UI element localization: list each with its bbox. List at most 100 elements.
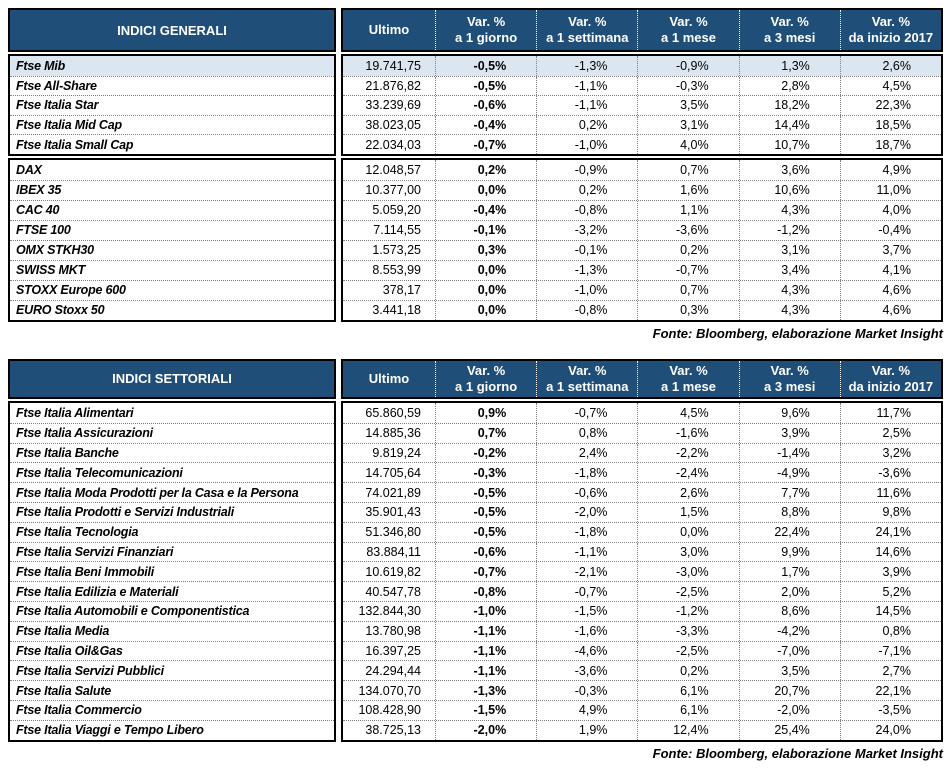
var-percent-cell: 18,7% xyxy=(839,135,941,154)
ultimo-value-cell: 38.023,05 xyxy=(365,118,421,133)
var-percent-cell: 10,7% xyxy=(738,135,840,154)
var-percent-cell: 2,5% xyxy=(839,423,941,443)
var-percent-cell: 24,0% xyxy=(839,720,941,740)
var-percent-cell: 11,6% xyxy=(839,483,941,502)
var-percent-cell: 9,8% xyxy=(839,502,941,522)
index-name-cell: Ftse Italia Edilizia e Materiali xyxy=(10,581,334,601)
var-percent-cell: 10,6% xyxy=(738,180,840,200)
index-name-cell: Ftse Italia Telecomunicazioni xyxy=(10,462,334,482)
table-row: 13.780,98 -1,1% -1,6% -3,3% -4,2% 0,8% xyxy=(343,620,941,641)
var-percent-cell: 4,5% xyxy=(637,402,738,423)
index-name-cell: Ftse Italia Oil&Gas xyxy=(10,640,334,661)
index-name-cell: SWISS MKT xyxy=(10,259,334,280)
header-line-2: a 1 giorno xyxy=(455,30,518,45)
ultimo-value-cell: 65.860,59 xyxy=(365,405,421,420)
column-header-var: Var. % a 3 mesi xyxy=(738,360,840,397)
var-percent-cell: -4,2% xyxy=(738,621,840,641)
var-percent-cell: -2,1% xyxy=(536,562,637,582)
index-names-column: DAX IBEX 35 CAC 40 FTSE 100 OMX STKH30 SWISS … xyxy=(8,157,336,322)
column-header-var: Var. % a 1 settimana xyxy=(536,360,637,397)
var-percent-cell: 3,2% xyxy=(839,443,941,463)
var-percent-cell: -1,0% xyxy=(435,601,536,621)
table-block: DAX IBEX 35 CAC 40 FTSE 100 OMX STKH30 SWISS … xyxy=(8,157,943,322)
table-column-headers: Ultimo Var. % a 1 giorno Var. % a 1 settima… xyxy=(341,358,943,399)
table-row: 65.860,59 0,9% -0,7% 4,5% 9,6% 11,7% xyxy=(343,402,941,423)
var-percent-cell: 0,9% xyxy=(435,402,536,423)
index-name-cell: CAC 40 xyxy=(10,199,334,220)
var-percent-cell: -1,5% xyxy=(536,601,637,621)
var-percent-cell: -0,4% xyxy=(839,220,941,240)
column-header-ultimo: Ultimo xyxy=(368,370,410,386)
var-percent-cell: -3,3% xyxy=(637,621,738,641)
var-percent-cell: 3,5% xyxy=(738,661,840,681)
table-row: 83.884,11 -0,6% -1,1% 3,0% 9,9% 14,6% xyxy=(343,541,941,562)
ultimo-value-cell: 10.377,00 xyxy=(365,183,421,198)
var-percent-cell: 14,4% xyxy=(738,115,840,135)
var-percent-cell: 14,6% xyxy=(839,542,941,562)
header-line-1: Var. % xyxy=(669,14,708,29)
ultimo-value-cell: 8.553,99 xyxy=(372,263,421,278)
var-percent-cell: 0,3% xyxy=(637,300,738,320)
var-percent-cell: 8,8% xyxy=(738,502,840,522)
column-header-var: Var. % a 1 settimana xyxy=(536,10,637,50)
table-block: Ftse Italia Alimentari Ftse Italia Assicu… xyxy=(8,400,943,742)
var-percent-cell: -0,1% xyxy=(536,240,637,260)
var-percent-cell: -0,5% xyxy=(435,502,536,522)
var-percent-cell: -4,6% xyxy=(536,641,637,661)
var-percent-cell: 11,7% xyxy=(839,402,941,423)
header-line-2: a 3 mesi xyxy=(764,378,816,394)
var-percent-cell: -1,8% xyxy=(536,522,637,542)
var-percent-cell: -1,2% xyxy=(738,220,840,240)
var-percent-cell: -7,1% xyxy=(839,641,941,661)
header-line-2: a 1 mese xyxy=(661,378,716,394)
index-name-cell: Ftse Italia Prodotti e Servizi Industria… xyxy=(10,501,334,522)
table-row: 51.346,80 -0,5% -1,8% 0,0% 22,4% 24,1% xyxy=(343,521,941,542)
header-line-1: Var. % xyxy=(770,14,809,29)
header-line-2: da inizio 2017 xyxy=(848,378,934,394)
var-percent-cell: 0,3% xyxy=(435,240,536,260)
var-percent-cell: 0,0% xyxy=(435,280,536,300)
index-name-cell: OMX STKH30 xyxy=(10,239,334,260)
var-percent-cell: 4,3% xyxy=(738,200,840,220)
var-percent-cell: 4,5% xyxy=(839,76,941,96)
var-percent-cell: -0,9% xyxy=(536,159,637,180)
var-percent-cell: 6,1% xyxy=(637,681,738,700)
var-percent-cell: 24,1% xyxy=(839,522,941,542)
column-header-var: Var. % a 3 mesi xyxy=(738,10,840,50)
var-percent-cell: 11,0% xyxy=(839,180,941,200)
var-percent-cell: 0,7% xyxy=(637,280,738,300)
var-percent-cell: 1,9% xyxy=(536,720,637,740)
var-percent-cell: 1,1% xyxy=(637,200,738,220)
var-percent-cell: 1,6% xyxy=(637,180,738,200)
var-percent-cell: -0,7% xyxy=(536,402,637,423)
table-row: 10.377,00 0,0% 0,2% 1,6% 10,6% 11,0% xyxy=(343,179,941,200)
table-row: 132.844,30 -1,0% -1,5% -1,2% 8,6% 14,5% xyxy=(343,600,941,621)
index-name-cell: Ftse Italia Servizi Finanziari xyxy=(10,541,334,562)
table-row: 134.070,70 -1,3% -0,3% 6,1% 20,7% 22,1% xyxy=(343,680,941,700)
var-percent-cell: 3,1% xyxy=(738,240,840,260)
column-header-var: Var. % da inizio 2017 xyxy=(839,10,941,50)
var-percent-cell: 0,8% xyxy=(536,423,637,443)
header-line-1: Var. % xyxy=(669,362,708,378)
var-percent-cell: 4,9% xyxy=(536,700,637,720)
source-note: Fonte: Bloomberg, elaborazione Market In… xyxy=(652,325,943,341)
table-row: 5.059,20 -0,4% -0,8% 1,1% 4,3% 4,0% xyxy=(343,199,941,220)
var-percent-cell: -0,3% xyxy=(435,463,536,483)
var-percent-cell: 3,6% xyxy=(738,159,840,180)
table-row: 108.428,90 -1,5% 4,9% 6,1% -2,0% -3,5% xyxy=(343,699,941,720)
var-percent-cell: -2,0% xyxy=(435,720,536,740)
table-row: 24.294,44 -1,1% -3,6% 0,2% 3,5% 2,7% xyxy=(343,660,941,681)
ultimo-value-cell: 7.114,55 xyxy=(373,223,421,238)
index-name-cell: Ftse Italia Commercio xyxy=(10,699,334,720)
var-percent-cell: -1,8% xyxy=(536,463,637,483)
ultimo-value-cell: 33.239,69 xyxy=(365,98,421,113)
var-percent-cell: 18,5% xyxy=(839,115,941,135)
index-name-cell: IBEX 35 xyxy=(10,179,334,200)
var-percent-cell: -0,6% xyxy=(536,483,637,502)
var-percent-cell: -0,3% xyxy=(536,681,637,700)
ultimo-value-cell: 134.070,70 xyxy=(358,683,421,698)
var-percent-cell: 3,9% xyxy=(839,562,941,582)
var-percent-cell: 2,8% xyxy=(738,76,840,96)
var-percent-cell: 6,1% xyxy=(637,700,738,720)
var-percent-cell: -3,0% xyxy=(637,562,738,582)
